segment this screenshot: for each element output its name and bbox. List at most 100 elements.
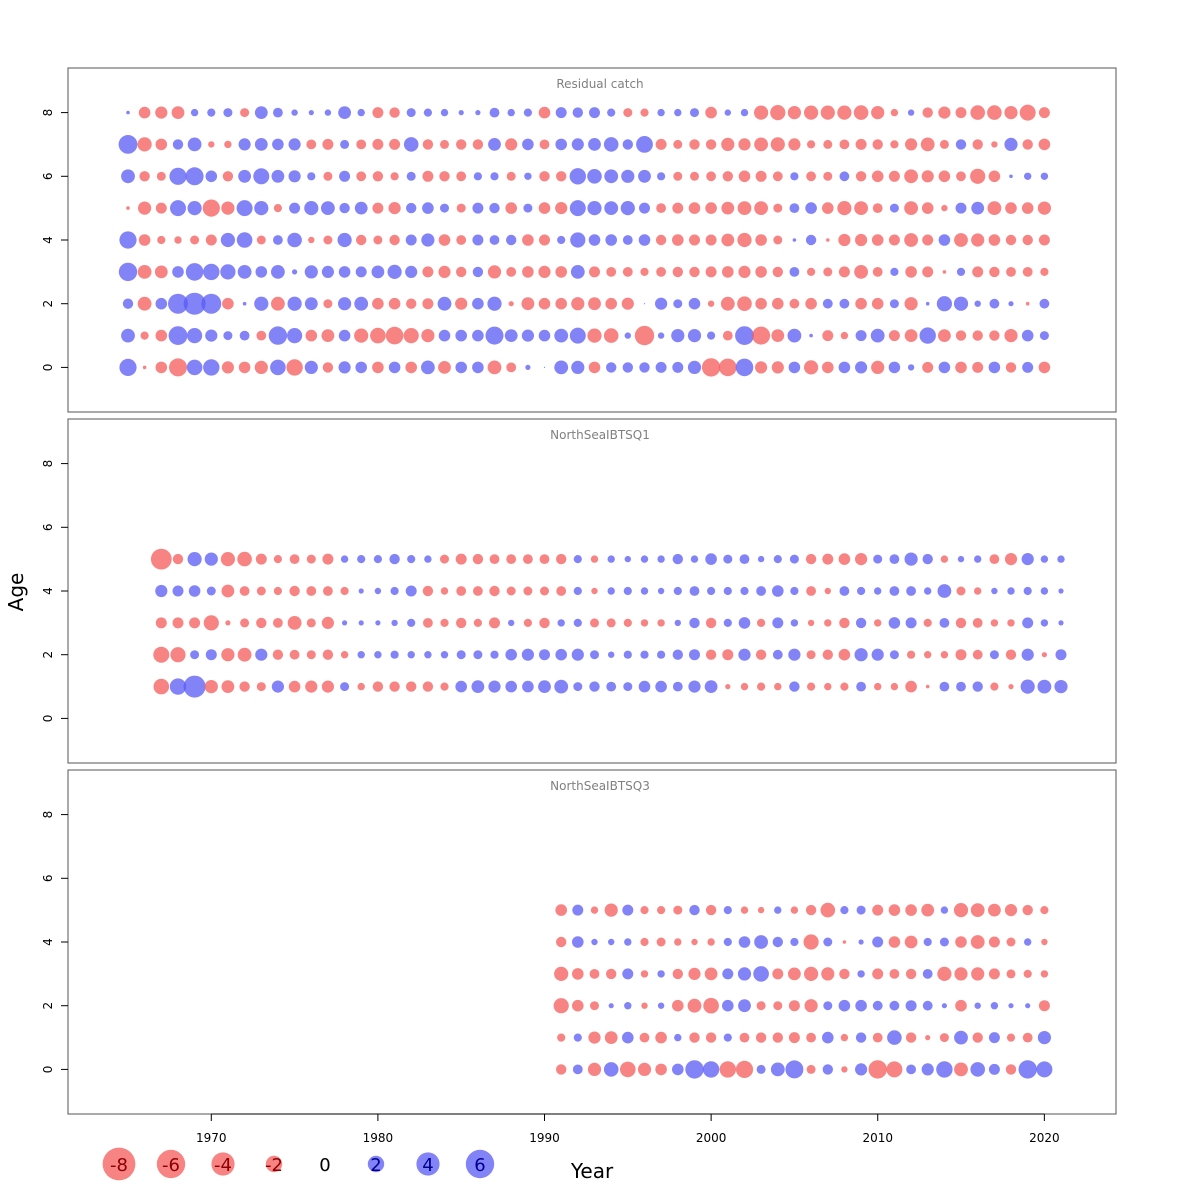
bubble-age-0-year-2015 xyxy=(954,1062,968,1077)
bubble-age-1-year-1975 xyxy=(288,680,301,693)
bubble-age-5-year-2003 xyxy=(757,906,765,914)
legend-bubble xyxy=(211,1152,235,1176)
bubble-age-1-year-1995 xyxy=(624,332,631,339)
y-axis: 0 2 4 6 8 xyxy=(41,460,68,722)
bubble-age-2-year-2012 xyxy=(904,297,918,311)
bubble-age-1-year-2011 xyxy=(887,1030,902,1045)
bubble-age-2-year-2004 xyxy=(772,649,783,660)
bubble-age-3-year-1974 xyxy=(271,265,285,279)
bubble-age-6-year-1965 xyxy=(121,169,135,184)
bubble-age-4-year-1990 xyxy=(539,234,550,246)
bubble-age-3-year-1996 xyxy=(640,619,649,627)
bubble-age-1-year-2017 xyxy=(990,682,999,691)
bubble-age-1-year-1993 xyxy=(587,328,602,343)
bubble-age-7-year-1986 xyxy=(472,139,484,150)
bubble-age-0-year-2007 xyxy=(822,361,834,374)
bubble-age-4-year-1979 xyxy=(358,588,364,594)
bubble-age-2-year-1967 xyxy=(155,297,168,310)
legend-bubble xyxy=(156,1149,186,1179)
bubble-age-2-year-1975 xyxy=(287,296,302,311)
bubble-age-1-year-1966 xyxy=(140,331,149,340)
bubble-age-3-year-1999 xyxy=(689,266,700,278)
bubble-age-7-year-1988 xyxy=(505,138,518,151)
bubble-age-1-year-2013 xyxy=(919,327,936,344)
bubble-age-3-year-2015 xyxy=(956,267,966,276)
bubble-age-5-year-2002 xyxy=(740,906,749,914)
bubble-age-2-year-2002 xyxy=(738,999,751,1013)
bubble-age-7-year-1995 xyxy=(622,139,633,150)
bubble-age-4-year-2017 xyxy=(988,936,1000,948)
bubble-age-5-year-2002 xyxy=(737,201,752,216)
bubble-age-6-year-1994 xyxy=(604,169,619,184)
bubble-age-0-year-2012 xyxy=(907,364,915,371)
bubble-age-6-year-1969 xyxy=(185,167,204,186)
bubble-age-1-year-2015 xyxy=(955,330,967,341)
bubble-age-7-year-1994 xyxy=(603,137,619,152)
bubble-age-7-year-1969 xyxy=(187,137,202,152)
bubble-age-5-year-2004 xyxy=(773,555,782,564)
bubble-age-6-year-2003 xyxy=(755,170,767,182)
bubble-age-2-year-1967 xyxy=(153,646,170,663)
bubble-age-0-year-1996 xyxy=(637,1062,652,1076)
bubble-age-2-year-1993 xyxy=(588,297,601,311)
bubble-age-8-year-2010 xyxy=(871,106,885,120)
bubble-age-4-year-1978 xyxy=(340,586,349,596)
bubble-age-2-year-1976 xyxy=(306,650,316,660)
bubble-age-5-year-2010 xyxy=(873,554,883,564)
bubble-age-0-year-1991 xyxy=(554,360,569,375)
bubble-age-1-year-1994 xyxy=(603,328,619,343)
bubble-age-5-year-2015 xyxy=(957,555,965,563)
bubble-age-5-year-2019 xyxy=(1021,553,1034,566)
bubble-age-0-year-1993 xyxy=(587,1062,602,1076)
bubble-age-2-year-2000 xyxy=(703,997,719,1014)
bubble-age-4-year-1996 xyxy=(640,587,649,595)
bubble-age-4-year-2002 xyxy=(738,936,751,948)
bubble-age-3-year-2017 xyxy=(989,266,1000,278)
bubble-age-0-year-1986 xyxy=(472,361,484,374)
bubble-age-2-year-2000 xyxy=(705,649,717,660)
bubble-age-2-year-2015 xyxy=(953,296,969,311)
bubble-age-4-year-1984 xyxy=(440,587,449,595)
bubble-age-3-year-2012 xyxy=(905,266,917,278)
bubble-age-1-year-2000 xyxy=(707,331,716,340)
bubble-age-8-year-1978 xyxy=(338,106,351,119)
bubble-age-0-year-1974 xyxy=(270,359,286,376)
bubble-age-0-year-2007 xyxy=(822,1064,833,1075)
bubble-age-2-year-2011 xyxy=(889,650,899,660)
bubble-age-2-year-2003 xyxy=(755,297,767,310)
bubble-age-7-year-2009 xyxy=(855,138,867,150)
bubble-age-3-year-2008 xyxy=(838,266,850,278)
panel-title: Residual catch xyxy=(556,77,643,91)
bubble-age-3-year-2001 xyxy=(722,968,734,980)
bubble-age-5-year-2021 xyxy=(1057,555,1065,563)
bubble-age-7-year-2020 xyxy=(1038,138,1051,151)
bubble-age-5-year-1991 xyxy=(556,553,567,565)
bubble-age-1-year-1981 xyxy=(385,326,404,345)
bubble-age-2-year-1974 xyxy=(272,649,284,660)
bubble-age-8-year-2007 xyxy=(820,105,835,120)
bubble-age-5-year-1981 xyxy=(388,202,401,215)
bubble-age-0-year-1983 xyxy=(421,360,435,375)
bubble-age-5-year-2020 xyxy=(1037,201,1051,215)
bubble-age-2-year-2007 xyxy=(822,649,833,660)
bubble-age-0-year-2009 xyxy=(855,361,868,374)
bubble-age-8-year-1970 xyxy=(207,108,216,117)
bubble-age-0-year-2002 xyxy=(735,1060,754,1078)
bubble-age-7-year-2006 xyxy=(807,140,816,149)
bubble-age-2-year-2020 xyxy=(1039,298,1050,309)
bubble-age-1-year-1972 xyxy=(239,330,250,341)
bubble-age-4-year-1979 xyxy=(356,234,367,246)
bubble-age-1-year-1993 xyxy=(589,681,600,692)
bubble-age-5-year-1999 xyxy=(688,202,701,214)
bubble-age-8-year-2014 xyxy=(938,106,951,119)
bubble-age-4-year-1967 xyxy=(157,235,166,245)
bubble-age-6-year-2017 xyxy=(988,170,1001,183)
bubble-age-3-year-1970 xyxy=(203,615,219,631)
bubble-age-2-year-2005 xyxy=(788,1000,800,1012)
bubble-age-2-year-1972 xyxy=(237,647,252,662)
bubble-age-5-year-1974 xyxy=(273,555,282,564)
bubble-age-3-year-1993 xyxy=(589,969,600,979)
bubble-age-0-year-2018 xyxy=(1005,362,1017,373)
bubble-age-2-year-1968 xyxy=(170,647,186,663)
bubble-age-2-year-1971 xyxy=(221,648,235,662)
